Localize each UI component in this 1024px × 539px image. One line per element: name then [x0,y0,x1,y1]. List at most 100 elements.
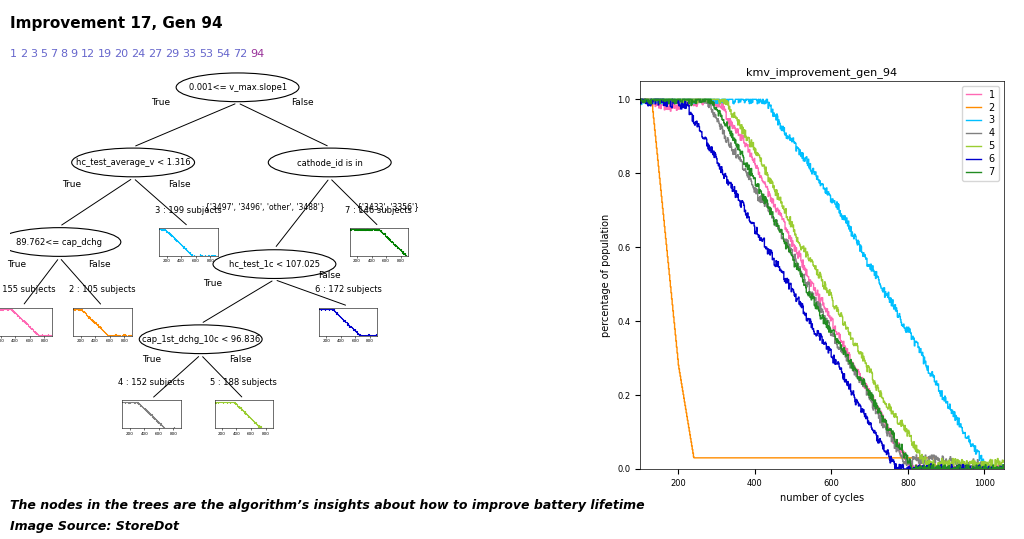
Text: False: False [88,260,111,268]
Text: True: True [62,180,81,189]
Text: 2: 2 [20,49,28,59]
Ellipse shape [139,325,262,354]
2 [698,454,711,461]
X-axis label: number of cycles: number of cycles [779,493,864,503]
Text: hc_test_average_v < 1.316: hc_test_average_v < 1.316 [76,158,190,167]
5 [727,114,739,121]
Text: False: False [229,355,252,364]
Text: 27: 27 [148,49,163,59]
Text: 5 : 188 subjects: 5 : 188 subjects [210,378,278,387]
6 [997,463,1010,469]
Text: 2 : 105 subjects: 2 : 105 subjects [69,285,136,294]
2 [877,454,889,461]
Text: 8: 8 [60,49,68,59]
2 [799,454,811,461]
Ellipse shape [268,148,391,177]
Text: {'3433', '3356'}: {'3433', '3356'} [357,202,419,211]
Text: 6 : 172 subjects: 6 : 172 subjects [314,285,382,294]
Ellipse shape [72,148,195,177]
4 [907,454,920,460]
7 [799,281,811,288]
6 [799,312,811,319]
6 [908,466,921,472]
4 [877,424,889,431]
7 [908,466,921,472]
3 [997,466,1010,472]
1 [634,96,646,102]
1 [799,267,811,273]
4 [997,466,1010,472]
1 [848,363,860,369]
4 [976,466,988,472]
2 [727,454,739,461]
Legend: 1, 2, 3, 4, 5, 6, 7: 1, 2, 3, 4, 5, 6, 7 [963,86,998,181]
Text: False: False [168,180,190,189]
3 [635,96,647,102]
1 [877,413,889,419]
4 [727,147,739,153]
Line: 3: 3 [640,99,1004,469]
Text: 12: 12 [81,49,94,59]
Line: 2: 2 [640,99,1004,469]
7 [906,466,919,472]
Title: kmv_improvement_gen_94: kmv_improvement_gen_94 [746,67,897,78]
1 [908,466,921,472]
Text: {'3497', '3496', 'other', '3488'}: {'3497', '3496', 'other', '3488'} [206,202,325,211]
7 [634,96,646,102]
Text: 7 : 146 subjects: 7 : 146 subjects [345,205,413,215]
Text: cap_1st_dchg_10c < 96.836: cap_1st_dchg_10c < 96.836 [141,335,260,344]
Ellipse shape [0,227,121,257]
6 [634,99,646,106]
4 [698,100,711,106]
6 [849,398,861,405]
3 [698,96,711,102]
3 [728,98,740,105]
6 [635,96,647,102]
Y-axis label: percentage of population: percentage of population [601,213,611,336]
7 [727,135,739,142]
6 [728,183,740,190]
5 [988,466,1000,472]
2 [929,466,941,472]
Text: 54: 54 [216,49,230,59]
7 [848,364,860,370]
1 [698,96,711,102]
Text: 24: 24 [131,49,145,59]
4 [634,96,646,102]
7 [997,465,1010,472]
Text: 94: 94 [251,49,265,59]
6 [878,442,890,448]
Line: 6: 6 [640,99,1004,469]
Text: 1 : 155 subjects: 1 : 155 subjects [0,285,56,294]
3 [634,100,646,107]
Text: 19: 19 [97,49,112,59]
Text: True: True [142,355,161,364]
Text: cathode_id is in: cathode_id is in [297,158,362,167]
Ellipse shape [176,73,299,102]
Text: True: True [204,280,222,288]
6 [698,134,711,141]
Text: 5: 5 [40,49,47,59]
2 [848,454,860,461]
1 [727,125,739,131]
Line: 7: 7 [640,99,1004,469]
Text: Improvement 17, Gen 94: Improvement 17, Gen 94 [10,16,223,31]
3 [908,343,921,349]
5 [877,395,889,402]
Text: The nodes in the trees are the algorithm’s insights about how to improve battery: The nodes in the trees are the algorithm… [10,499,645,512]
Text: 1: 1 [10,49,17,59]
6 [889,466,901,472]
5 [698,98,711,105]
Line: 5: 5 [640,99,1004,469]
Text: 89.762<= cap_dchg: 89.762<= cap_dchg [16,238,102,246]
Text: 9: 9 [71,49,78,59]
Ellipse shape [213,250,336,279]
5 [634,96,646,102]
1 [997,465,1010,472]
2 [634,96,646,102]
3 [849,232,861,238]
Text: 53: 53 [200,49,213,59]
Text: True: True [152,98,170,107]
1 [904,466,916,472]
Text: 33: 33 [182,49,197,59]
